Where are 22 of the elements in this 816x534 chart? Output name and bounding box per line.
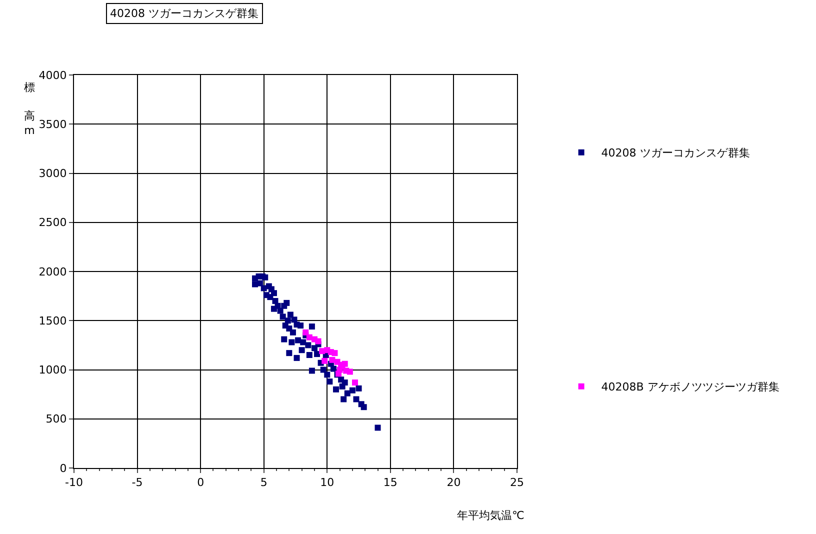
text: 標高m — [24, 81, 35, 137]
y-tick-label: 2000 — [38, 265, 67, 278]
y-tick-label: 3500 — [38, 118, 67, 131]
x-tick-label: -5 — [132, 476, 143, 490]
y-tick-label: 3000 — [38, 167, 67, 180]
y-tick-label: 0 — [60, 462, 67, 475]
x-tick-label: 5 — [260, 476, 268, 490]
x-tick-label: 20 — [446, 476, 461, 490]
y-tick-label: 4000 — [38, 68, 67, 82]
y-tick-label: 2500 — [38, 216, 67, 230]
y-tick-label: 1500 — [38, 314, 67, 328]
y-tick-label: 500 — [46, 412, 67, 426]
chart-title: 40208 ツガーコカンスゲ群集 — [110, 7, 258, 20]
y-tick-label: 1000 — [38, 364, 67, 377]
x-tick-label: 10 — [320, 476, 334, 490]
x-tick-label: 0 — [197, 476, 204, 490]
x-tick-label: 25 — [510, 476, 524, 490]
x-tick-label: 15 — [383, 476, 398, 490]
x-axis-title: 年平均気温℃ — [457, 509, 524, 522]
x-tick-label: -10 — [65, 476, 83, 490]
legend-label: 40208B アケボノツツジーツガ群集 — [601, 380, 780, 394]
legend-label: 40208 ツガーコカンスゲ群集 — [601, 146, 750, 160]
